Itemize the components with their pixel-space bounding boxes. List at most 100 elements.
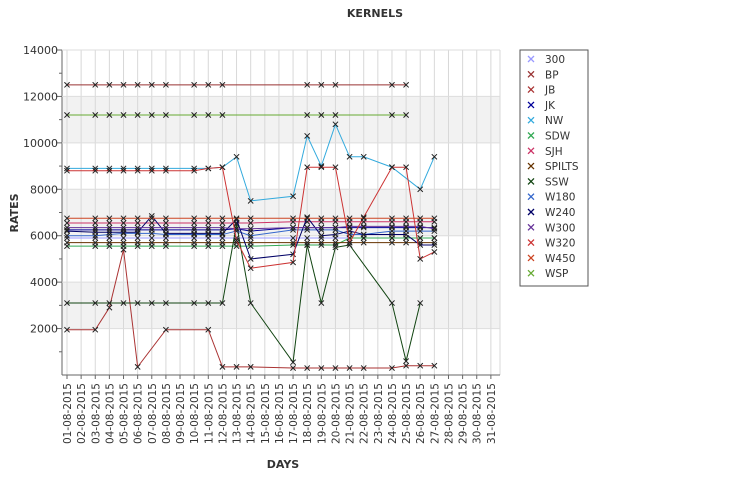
- series-w240: [64, 213, 438, 262]
- legend-label: JB: [544, 85, 555, 97]
- data-point: [64, 226, 70, 233]
- data-point: [219, 112, 226, 118]
- data-point: [205, 219, 212, 226]
- data-point: [360, 223, 367, 230]
- legend-marker: [527, 147, 535, 155]
- y-tick-label: 12000: [23, 90, 58, 103]
- legend-label: JK: [544, 100, 556, 112]
- data-point: [134, 239, 141, 246]
- data-point: [148, 213, 155, 219]
- data-point: [403, 239, 410, 246]
- x-tick-label: 02-08-2015: [76, 383, 88, 444]
- x-tick-label: 07-08-2015: [147, 383, 159, 444]
- data-point: [332, 239, 339, 246]
- data-point: [247, 197, 254, 204]
- data-point: [247, 232, 254, 239]
- data-point: [134, 215, 141, 222]
- data-point: [332, 164, 339, 171]
- series-w450: [64, 215, 438, 222]
- x-axis: 01-08-2015 02-08-2015 03-08-2015 04-08-2015…: [62, 374, 500, 444]
- data-point: [318, 164, 325, 171]
- data-point: [332, 224, 339, 231]
- grid-band: [62, 96, 500, 143]
- data-point: [92, 300, 99, 306]
- x-tick-label: 21-08-2015: [345, 383, 357, 444]
- data-point: [403, 231, 410, 238]
- data-point: [360, 231, 367, 238]
- x-tick-label: 09-08-2015: [175, 383, 187, 444]
- data-point: [148, 224, 155, 231]
- data-point: [332, 244, 339, 251]
- legend-marker: [527, 193, 535, 201]
- data-point: [431, 228, 438, 235]
- legend-marker: [527, 132, 535, 139]
- data-point: [360, 215, 367, 222]
- series-line: [67, 225, 435, 230]
- data-point: [205, 224, 212, 231]
- data-point: [304, 215, 311, 222]
- data-point: [92, 167, 99, 174]
- data-point: [134, 229, 141, 236]
- data-point: [120, 300, 127, 306]
- legend-label: SJH: [545, 146, 563, 158]
- series-line: [67, 237, 435, 247]
- y-axis-label: RATES: [8, 193, 21, 232]
- data-point: [389, 164, 395, 171]
- data-point: [219, 239, 226, 246]
- data-point: [318, 226, 325, 233]
- data-point: [106, 224, 113, 231]
- data-point: [106, 81, 113, 88]
- data-point: [233, 363, 240, 370]
- data-point: [162, 81, 169, 88]
- x-tick-label: 15-08-2015: [260, 383, 272, 444]
- data-point: [162, 112, 169, 118]
- data-point: [403, 164, 410, 171]
- data-point: [318, 112, 325, 118]
- data-point: [304, 132, 311, 139]
- data-point: [431, 239, 438, 246]
- data-point: [120, 167, 127, 174]
- data-point: [346, 153, 353, 160]
- data-point: [332, 215, 339, 222]
- data-point: [318, 224, 325, 231]
- data-point: [431, 215, 438, 222]
- data-point: [219, 164, 226, 171]
- data-point: [205, 300, 212, 306]
- data-point: [219, 230, 226, 237]
- data-point: [417, 186, 424, 193]
- data-point: [389, 239, 395, 246]
- legend-marker: [527, 254, 535, 262]
- data-point: [247, 235, 254, 241]
- data-point: [431, 242, 438, 248]
- data-point: [106, 215, 113, 222]
- data-point: [106, 304, 113, 311]
- data-point: [403, 358, 410, 365]
- data-point: [92, 326, 99, 333]
- data-point: [162, 300, 169, 306]
- data-point: [247, 215, 254, 222]
- data-point: [332, 365, 339, 371]
- legend: 300 BP JB JK NW SDW SJH SPILTS SSW W180 W240 W300 W3…: [519, 49, 589, 287]
- legend-label: SPILTS: [545, 161, 579, 173]
- chart-title: KERNELS: [347, 7, 403, 20]
- legend-label: W450: [545, 253, 575, 265]
- series-w320: [64, 164, 438, 272]
- data-point: [134, 219, 141, 226]
- data-point: [318, 232, 325, 239]
- vertical-gridlines: [66, 50, 501, 375]
- data-point: [332, 226, 339, 233]
- x-tick-label: 11-08-2015: [203, 383, 215, 444]
- data-point: [205, 215, 212, 222]
- data-point: [318, 300, 325, 306]
- legend-marker: [527, 208, 535, 216]
- data-point: [148, 300, 155, 306]
- data-point: [431, 153, 438, 160]
- series-w300: [64, 223, 438, 232]
- data-point: [106, 300, 113, 306]
- data-point: [247, 363, 254, 370]
- series-line: [66, 215, 435, 260]
- data-point: [332, 231, 339, 238]
- x-tick-label: 30-08-2015: [472, 383, 484, 444]
- legend-label: W240: [545, 207, 575, 219]
- data-point: [332, 121, 339, 128]
